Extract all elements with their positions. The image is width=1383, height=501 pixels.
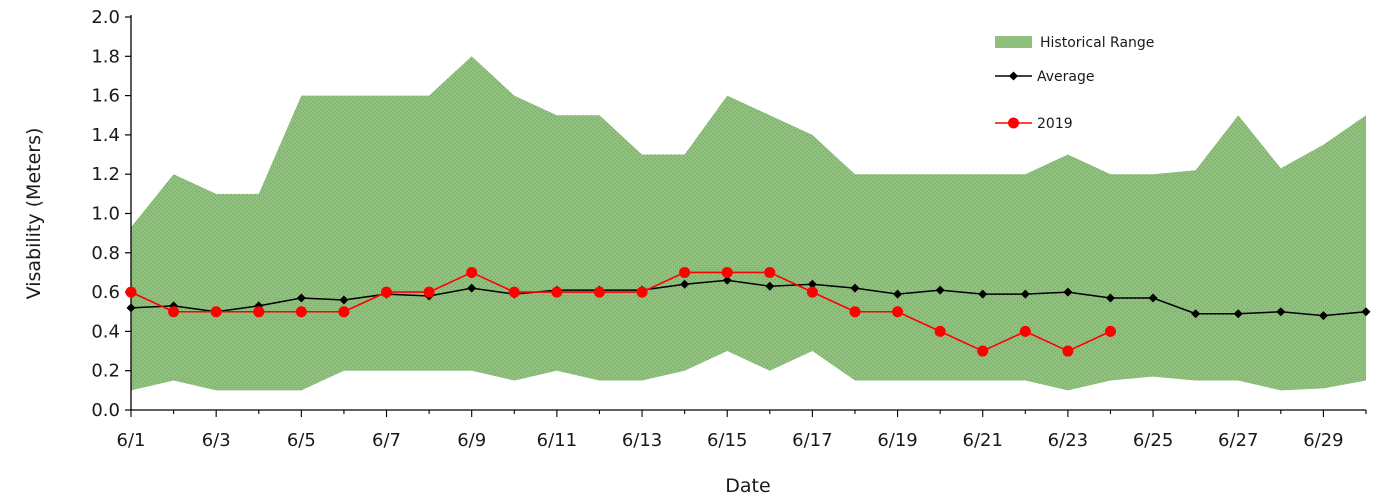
legend-label: Average: [1037, 69, 1095, 85]
series-2019-point: [338, 306, 350, 318]
y-axis-title: Visability (Meters): [23, 128, 45, 300]
series-average-point: [1191, 309, 1201, 319]
series-lines-layer: [125, 266, 1371, 357]
series-2019-point: [721, 266, 733, 278]
series-average-point: [1020, 289, 1030, 299]
y-tick-label: 1.2: [91, 164, 120, 185]
series-average-point: [1318, 311, 1328, 321]
y-tick-label: 0.6: [91, 282, 120, 303]
series-2019-point: [679, 266, 691, 278]
series-2019-point: [381, 286, 393, 298]
series-average-point: [807, 279, 817, 289]
x-tick-label: 6/1: [117, 430, 146, 451]
series-average-point: [680, 279, 690, 289]
x-tick-label: 6/7: [372, 430, 401, 451]
y-tick-label: 1.8: [91, 46, 120, 67]
x-axis-title: Date: [725, 475, 770, 497]
series-2019-point: [934, 325, 946, 337]
series-2019-point: [892, 306, 904, 318]
y-tick-label: 0.2: [91, 361, 120, 382]
series-average-point: [1148, 293, 1158, 303]
historical-range-area: [131, 56, 1366, 391]
series-2019-point: [466, 266, 478, 278]
series-2019-point: [593, 286, 605, 298]
series-2019-point: [508, 286, 520, 298]
series-2019-point: [295, 306, 307, 318]
y-tick-label: 0.8: [91, 243, 120, 264]
series-average-point: [467, 283, 477, 293]
x-tick-label: 6/23: [1048, 430, 1088, 451]
x-tick-label: 6/13: [622, 430, 662, 451]
series-average-point: [850, 283, 860, 293]
series-average-point: [1276, 307, 1286, 317]
series-average-point: [1063, 287, 1073, 297]
legend: Historical Range Average 2019: [995, 35, 1154, 132]
series-average-line: [130, 279, 1367, 317]
series-average-point: [1233, 309, 1243, 319]
y-tick-label: 0.4: [91, 321, 120, 342]
x-tick-label: 6/17: [792, 430, 832, 451]
y-tick-label: 0.0: [91, 400, 120, 421]
y-tick-label: 2.0: [91, 7, 120, 28]
series-average-point: [339, 295, 349, 305]
series-2019-point: [125, 286, 137, 298]
series-average-point: [978, 289, 988, 299]
series-2019-point: [806, 286, 818, 298]
series-average-point: [722, 275, 732, 285]
series-2019-point: [1104, 325, 1116, 337]
series-2019-point: [253, 306, 265, 318]
x-tick-label: 6/11: [537, 430, 577, 451]
series-2019-point: [168, 306, 180, 318]
y-tick-label: 1.6: [91, 86, 120, 107]
x-tick-label: 6/5: [287, 430, 316, 451]
series-2019-point: [849, 306, 861, 318]
legend-label: 2019: [1037, 116, 1073, 132]
legend-marker-2019: [1008, 117, 1019, 129]
series-2019-line: [130, 271, 1111, 352]
y-tick-label: 1.4: [91, 125, 120, 146]
range-area-layer: [131, 56, 1366, 391]
series-average-point: [1105, 293, 1115, 303]
series-2019-point: [977, 345, 989, 357]
series-2019-point: [1019, 325, 1031, 337]
series-average-point: [296, 293, 306, 303]
series-average-point: [126, 303, 136, 313]
x-tick-label: 6/3: [202, 430, 231, 451]
x-tick-label: 6/29: [1303, 430, 1343, 451]
y-tick-label: 1.0: [91, 204, 120, 225]
series-2019-point: [551, 286, 563, 298]
x-tick-label: 6/19: [877, 430, 917, 451]
series-average-point: [765, 281, 775, 291]
axes: 0.0 0.2 0.4 0.6 0.8 1.0 1.2 1.4 1.6 1.8 2.0 6/1 6/3 6…: [91, 7, 1367, 451]
series-2019-point: [423, 286, 435, 298]
x-tick-label: 6/9: [457, 430, 486, 451]
series-average-point: [1361, 307, 1371, 317]
x-tick-label: 6/27: [1218, 430, 1258, 451]
legend-marker-average: [1009, 71, 1018, 81]
series-2019-point: [636, 286, 648, 298]
x-tick-label: 6/15: [707, 430, 747, 451]
x-tick-label: 6/25: [1133, 430, 1173, 451]
legend-label: Historical Range: [1040, 35, 1154, 51]
x-tick-label: 6/21: [963, 430, 1003, 451]
series-2019-point: [1062, 345, 1074, 357]
legend-swatch-historical-range: [995, 36, 1032, 48]
series-average-point: [893, 289, 903, 299]
series-2019-point: [764, 266, 776, 278]
series-average-point: [935, 285, 945, 295]
series-2019-point: [210, 306, 222, 318]
